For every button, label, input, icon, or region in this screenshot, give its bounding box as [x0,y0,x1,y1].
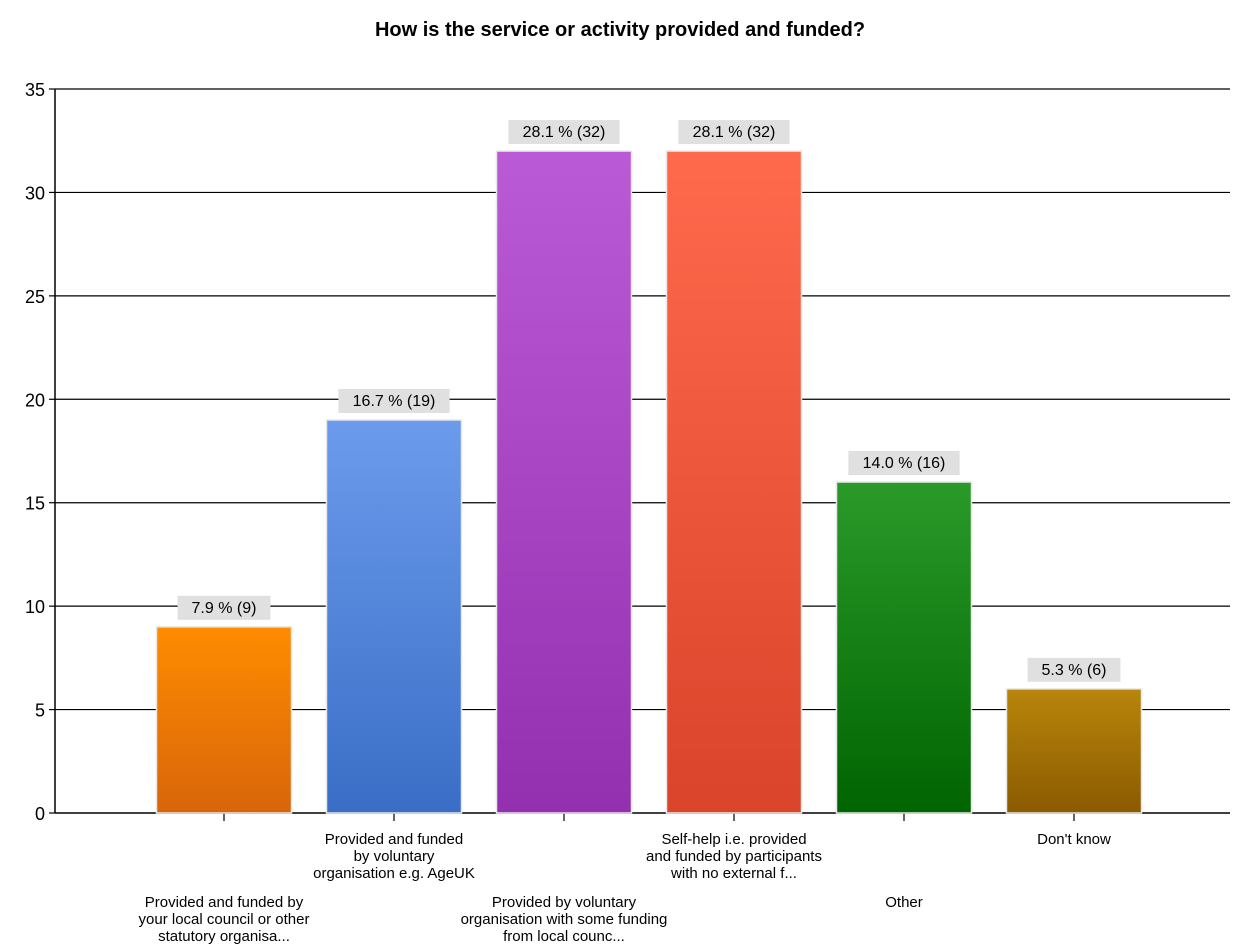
y-tick-label: 30 [25,183,45,203]
data-label: 28.1 % (32) [693,124,776,141]
bar [665,150,803,814]
data-label: 5.3 % (6) [1042,662,1107,679]
y-tick-label: 25 [25,287,45,307]
category-label: Provided by voluntary organisation with s… [461,894,668,945]
category-label: Provided and funded by your local council… [139,894,310,945]
y-tick-label: 15 [25,494,45,514]
category-labels: Provided and funded by your local council… [139,831,1111,945]
category-label: Provided and funded by voluntary organisat… [313,831,475,882]
y-tick-label: 10 [25,597,45,617]
data-labels: 7.9 % (9) 16.7 % (19) 28.1 % (32) 28.1 % (3… [177,120,1121,682]
bars [155,150,1143,814]
bar [155,626,293,814]
data-label-box [508,120,620,145]
y-tick-label: 20 [25,390,45,410]
chart-title: How is the service or activity provided … [375,19,865,41]
x-axis [55,812,1230,821]
y-tick-label: 5 [35,701,45,721]
data-label: 14.0 % (16) [863,455,946,472]
y-tick-label: 35 [25,80,45,100]
data-label: 28.1 % (32) [523,124,606,141]
data-label: 16.7 % (19) [353,393,436,410]
data-label-box [177,595,271,620]
category-label: Don't know [1037,831,1111,848]
y-axis: 0 5 10 15 20 25 30 35 [25,80,56,824]
data-label-box [678,120,790,145]
bar [1005,688,1143,814]
bar [495,150,633,814]
data-label-box [848,451,960,476]
y-tick-label: 0 [35,804,45,824]
data-label: 7.9 % (9) [192,600,257,617]
category-label: Self-help i.e. provided and funded by par… [646,831,822,882]
bar [325,419,463,814]
data-label-box [338,388,450,413]
category-label: Other [885,894,923,911]
data-label-box [1027,657,1121,682]
bar [835,481,973,814]
